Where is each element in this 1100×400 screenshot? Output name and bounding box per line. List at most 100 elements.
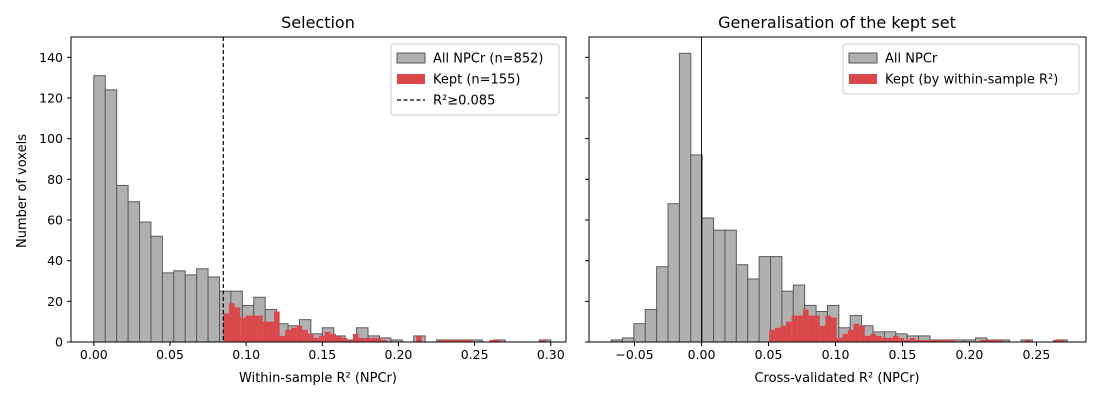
chart-title: Generalisation of the kept set xyxy=(718,13,956,32)
x-tick-label: 0.15 xyxy=(889,347,917,362)
kept-bar xyxy=(864,335,871,342)
kept-bar xyxy=(921,339,927,342)
histogram-bar xyxy=(678,52,692,343)
kept-bar xyxy=(797,315,803,342)
kept-bar xyxy=(375,337,382,342)
histogram-bar xyxy=(633,323,646,343)
kept-bar xyxy=(1024,339,1031,342)
histogram-bar xyxy=(196,268,209,343)
plot-area: −0.05 0.00 0.05 0.10 0.15 0.20 0.25 All NPCr Kep… xyxy=(585,36,1087,362)
histogram-bar xyxy=(173,270,186,343)
x-axis-label: Within-sample R² (NPCr) xyxy=(239,371,397,386)
x-tick-label: 0.30 xyxy=(537,347,565,362)
kept-bar xyxy=(915,339,922,342)
kept-bar xyxy=(819,325,826,342)
kept-bar xyxy=(769,329,775,342)
legend-box xyxy=(842,43,1080,95)
kept-bar xyxy=(996,339,1003,342)
kept-bar xyxy=(358,337,365,342)
kept-bar xyxy=(774,327,781,342)
all-voxels-histogram xyxy=(93,75,552,343)
kept-bar xyxy=(461,339,467,342)
kept-bar xyxy=(228,303,235,342)
kept-bar xyxy=(489,339,496,342)
legend-swatch xyxy=(849,74,877,84)
kept-bar xyxy=(791,315,798,342)
kept-bar xyxy=(853,323,860,342)
kept-bar xyxy=(369,337,376,342)
histogram-bar xyxy=(656,266,669,343)
chart-title: Selection xyxy=(281,13,355,32)
x-tick-label: 0.00 xyxy=(80,347,108,362)
y-tick-label: 60 xyxy=(47,213,63,228)
kept-bar xyxy=(898,337,905,342)
histogram-bar xyxy=(93,75,106,343)
kept-bar xyxy=(444,339,450,342)
kept-bar xyxy=(949,339,955,342)
histogram-bar xyxy=(104,89,118,343)
y-tick-label: 140 xyxy=(39,50,63,65)
histogram-bar xyxy=(713,229,726,343)
axes-frame xyxy=(588,36,1087,343)
kept-bar xyxy=(257,315,263,342)
x-tick-label: 0.00 xyxy=(688,347,716,362)
kept-bar xyxy=(268,321,275,342)
x-tick-label: 0.20 xyxy=(956,347,984,362)
y-tick-label: 0 xyxy=(55,335,63,350)
histogram-bar xyxy=(139,221,152,343)
kept-bar xyxy=(937,339,944,342)
kept-bar xyxy=(296,325,303,342)
y-tick-label: 80 xyxy=(47,172,63,187)
generalisation-panel: Generalisation of the kept set Cross-val… xyxy=(585,13,1087,386)
histogram-bar xyxy=(690,154,703,343)
kept-bar xyxy=(251,315,258,342)
histogram-bar xyxy=(127,201,141,343)
kept-bar xyxy=(540,339,546,342)
kept-bar xyxy=(802,309,809,342)
kept-bar xyxy=(234,307,241,342)
kept-bar xyxy=(904,339,910,342)
kept-bar xyxy=(887,337,893,342)
histogram-bar xyxy=(667,203,680,343)
kept-bar xyxy=(892,335,899,342)
kept-bar xyxy=(302,329,308,342)
kept-bar xyxy=(780,325,787,342)
kept-bar xyxy=(330,333,337,342)
kept-bar xyxy=(455,339,462,342)
selection-panel: Selection Number of voxels Within-sample… xyxy=(15,13,567,386)
kept-bar xyxy=(290,327,297,342)
x-tick-label: 0.25 xyxy=(461,347,489,362)
legend-label: All NPCr xyxy=(885,52,938,67)
kept-bar xyxy=(831,317,837,342)
kept-bar xyxy=(876,335,882,342)
histogram-bar xyxy=(150,235,163,343)
kept-bar xyxy=(274,311,280,342)
kept-bar xyxy=(808,315,815,342)
histogram-bar xyxy=(161,272,175,343)
kept-bar xyxy=(881,337,888,342)
x-tick-label: 0.05 xyxy=(156,347,184,362)
x-tick-label: 0.20 xyxy=(385,347,413,362)
legend-label: R²≥0.085 xyxy=(433,94,495,109)
legend-box xyxy=(390,43,560,116)
kept-bar xyxy=(943,339,950,342)
kept-bar xyxy=(324,331,331,342)
kept-bar xyxy=(223,313,229,342)
kept-bar xyxy=(926,339,933,342)
kept-bar xyxy=(240,317,246,342)
x-tick-label: 0.10 xyxy=(822,347,850,362)
plot-area: 0.00 0.05 0.10 0.15 0.20 0.25 0.30 0 20 40 60 80 100… xyxy=(39,36,567,362)
kept-bar xyxy=(313,337,320,342)
kept-bar xyxy=(842,333,848,342)
kept-bar xyxy=(825,315,832,342)
kept-bar xyxy=(438,339,445,342)
kept-bar xyxy=(859,325,865,342)
kept-bar xyxy=(319,335,325,342)
kept-bar xyxy=(416,335,422,342)
histogram-bar xyxy=(116,184,129,343)
kept-bar xyxy=(347,339,353,342)
kept-bar xyxy=(466,339,473,342)
legend-label: Kept (n=155) xyxy=(433,73,520,88)
histogram-bar xyxy=(747,278,760,343)
